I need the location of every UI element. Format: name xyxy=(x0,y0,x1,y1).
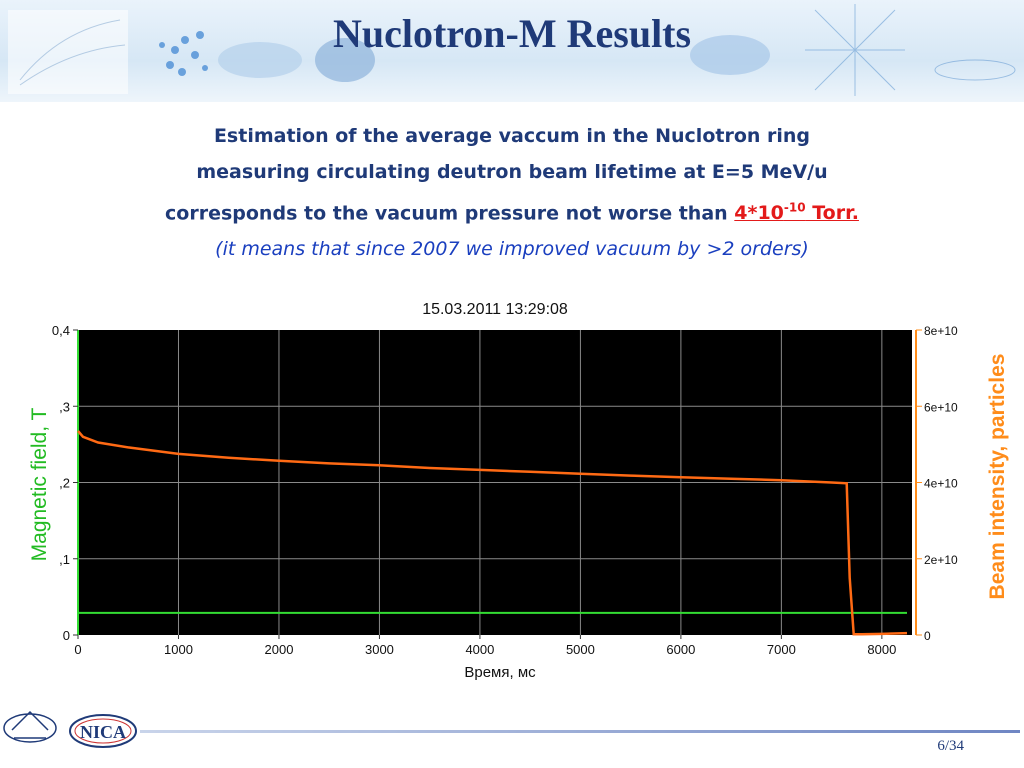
pressure-highlight: 4*10-10 Torr. xyxy=(734,201,859,225)
x-tick-label: 7000 xyxy=(767,642,796,657)
y-right-axis-label: Beam intensity, particles xyxy=(986,354,1009,600)
y-left-axis-label: Magnetic field, T xyxy=(28,407,51,561)
y-right-tick-label: 4e+10 xyxy=(924,477,958,491)
y-right-tick-label: 6e+10 xyxy=(924,400,958,414)
x-tick-label: 4000 xyxy=(465,642,494,657)
subtitle-note: (it means that since 2007 we improved va… xyxy=(215,238,809,261)
y-left-tick-label: 0 xyxy=(63,628,70,643)
series-line-beam-intensity xyxy=(77,430,908,636)
y-left-tick-label: ,1 xyxy=(59,552,70,567)
pressure-exponent: -10 xyxy=(783,201,806,215)
banner-decoration xyxy=(8,4,1016,96)
y-left-tick-label: ,2 xyxy=(59,476,70,491)
y-left-tick-label: ,3 xyxy=(59,399,70,414)
header-banner xyxy=(0,0,1024,102)
x-tick-label: 3000 xyxy=(365,642,394,657)
x-axis-label: Время, мс xyxy=(464,664,536,681)
logo-area: NICA xyxy=(0,700,140,761)
subtitle-line-1: Estimation of the average vaccum in the … xyxy=(213,125,811,147)
x-tick-label: 0 xyxy=(74,642,81,657)
chart-title: 15.03.2011 13:29:08 xyxy=(422,301,568,318)
x-tick-label: 6000 xyxy=(666,642,695,657)
pressure-unit: Torr. xyxy=(805,202,859,225)
subtitle-line-3: corresponds to the vacuum pressure not w… xyxy=(165,202,735,225)
pressure-value: 4*10 xyxy=(734,202,784,225)
x-tick-label: 8000 xyxy=(867,642,896,657)
y-right-tick-label: 8e+10 xyxy=(924,324,958,338)
page-number: 6/34 xyxy=(937,738,964,754)
footer-divider xyxy=(140,730,1020,733)
y-right-tick-label: 2e+10 xyxy=(924,553,958,567)
chart: 0 1000 2000 3000 4000 5000 6000 7000 8000 0 ,1 ,2 ,3… xyxy=(28,301,1009,681)
x-tick-label: 1000 xyxy=(164,642,193,657)
x-tick-label: 5000 xyxy=(566,642,595,657)
slide-title: Nuclotron-M Results xyxy=(332,11,692,56)
y-right-tick-label: 0 xyxy=(924,629,931,643)
nica-logo: NICA xyxy=(3,710,137,748)
nica-logo-text: NICA xyxy=(80,722,126,742)
y-left-tick-label: 0,4 xyxy=(52,323,70,338)
subtitle-block: Estimation of the average vaccum in the … xyxy=(60,118,964,267)
subtitle-line-2: measuring circulating deutron beam lifet… xyxy=(196,161,828,183)
x-tick-label: 2000 xyxy=(265,642,294,657)
